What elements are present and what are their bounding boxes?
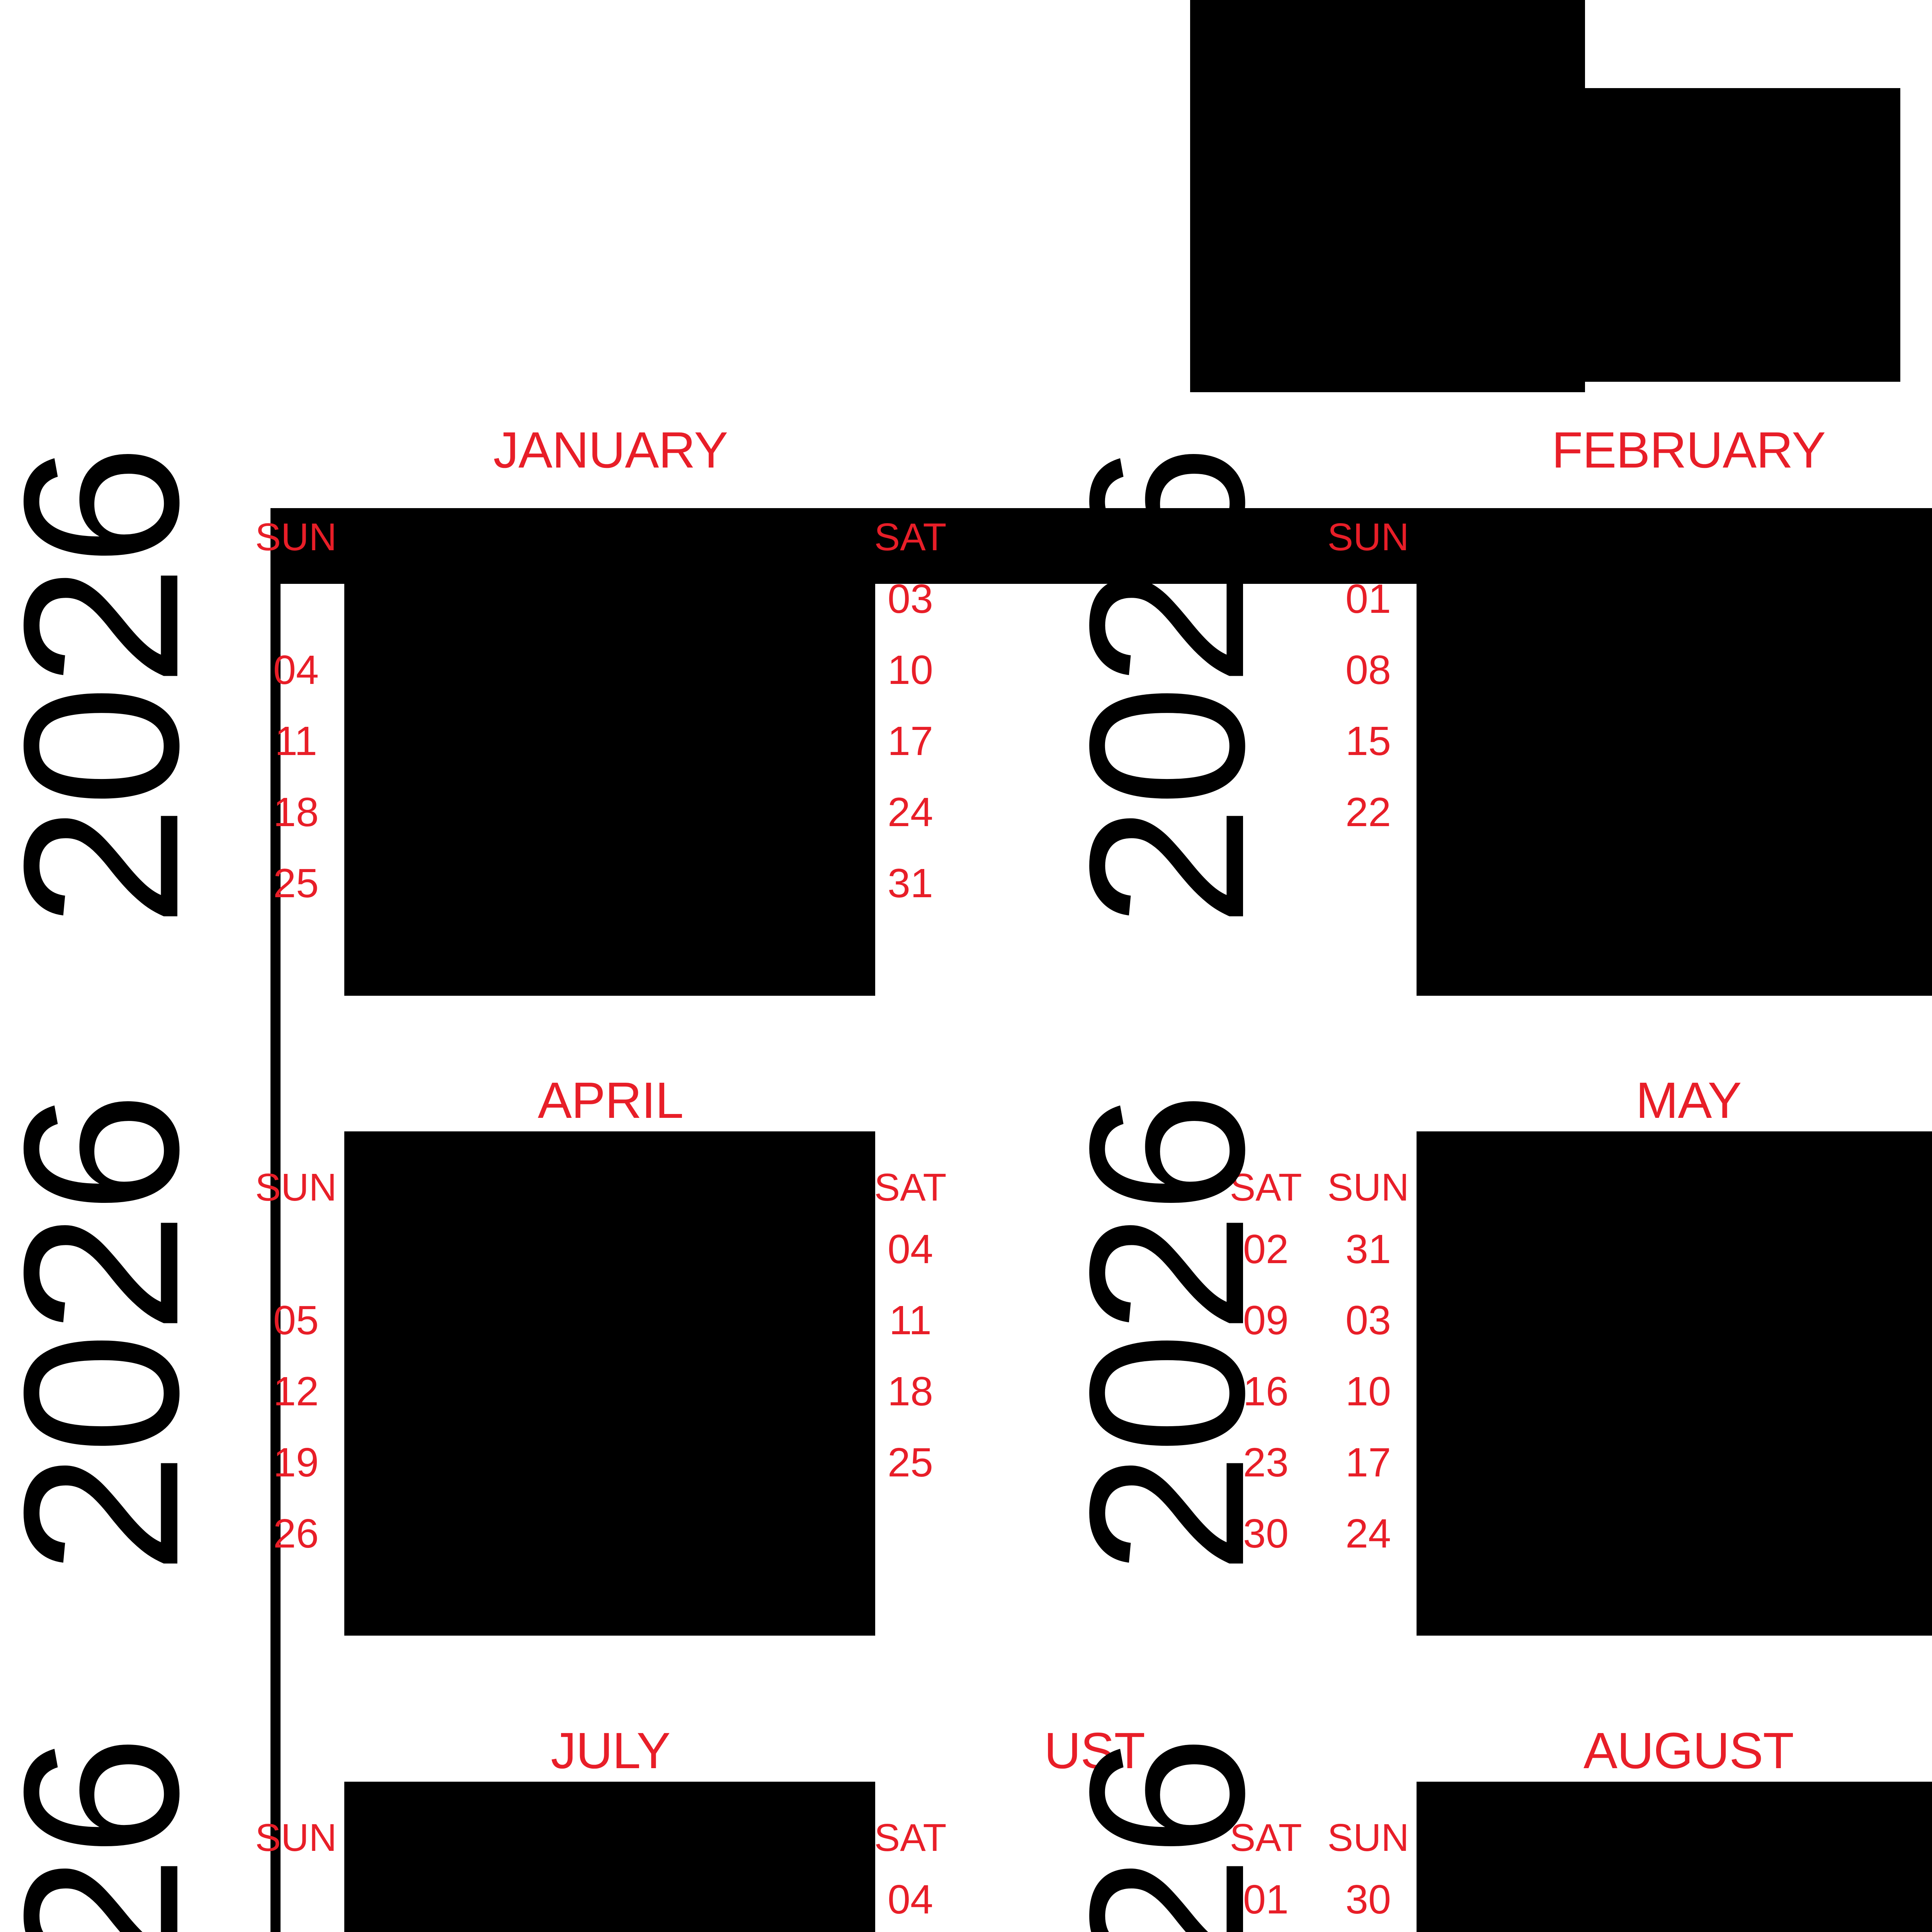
sunday-date: 26 xyxy=(273,1511,319,1556)
weekday-redaction-block xyxy=(1417,1782,1932,1932)
saturday-date: 17 xyxy=(888,718,933,764)
month-title-august: AUGUST xyxy=(1583,1722,1794,1779)
sunday-label: SUN xyxy=(1327,1166,1409,1209)
sunday-date: 05 xyxy=(273,1298,319,1343)
ghost-saturday-date: 01 xyxy=(1243,1877,1289,1922)
sunday-date: 19 xyxy=(273,1440,319,1485)
year-mark-2026: 2026 xyxy=(1044,1094,1290,1575)
saturday-label: SAT xyxy=(874,515,947,559)
saturday-date: 31 xyxy=(888,861,933,906)
saturday-label: SAT xyxy=(874,1816,947,1859)
year-mark-2026: 2026 xyxy=(0,1094,224,1575)
sunday-date: 12 xyxy=(273,1369,319,1414)
month-title-april: APRIL xyxy=(537,1072,684,1129)
top-block-small xyxy=(1584,88,1900,382)
sunday-date: 17 xyxy=(1345,1440,1391,1485)
month-title-july: JULY xyxy=(551,1722,671,1779)
saturday-label: SAT xyxy=(1925,514,1932,560)
saturday-date: 10 xyxy=(888,647,933,693)
year-mark-2026: 2026 xyxy=(0,446,224,927)
weekday-redaction-block xyxy=(344,1782,875,1932)
ghost-saturday-date: 23 xyxy=(1243,1440,1289,1485)
month-title-february: FEBRUARY xyxy=(1551,422,1826,478)
saturday-date: 24 xyxy=(888,789,933,835)
ghost-saturday-date: 16 xyxy=(1243,1369,1289,1414)
saturday-label: SAT xyxy=(1925,1815,1932,1861)
sunday-label: SUN xyxy=(1327,515,1409,559)
weekday-redaction-block xyxy=(1417,1131,1932,1636)
header-band xyxy=(270,508,1932,584)
month-title-may: MAY xyxy=(1636,1072,1742,1129)
sunday-date: 10 xyxy=(1345,1369,1391,1414)
sunday-date: 04 xyxy=(273,647,319,693)
sunday-date: 24 xyxy=(1345,1511,1391,1556)
ghost-saturday-label: SAT xyxy=(1230,1816,1302,1859)
year-mark-2026: 2026 xyxy=(1044,1723,1290,1932)
sunday-label: SUN xyxy=(1327,1816,1409,1859)
month-title-january: JANUARY xyxy=(493,422,728,478)
saturday-date: 18 xyxy=(888,1369,933,1414)
sunday-date: 18 xyxy=(273,789,319,835)
saturday-date: 11 xyxy=(889,1298,932,1343)
saturday-date: 25 xyxy=(888,1440,933,1485)
sunday-date: 03 xyxy=(1345,1298,1391,1343)
weekday-redaction-block xyxy=(1417,583,1932,996)
sunday-label: SUN xyxy=(255,515,337,559)
ghost-saturday-date: 02 xyxy=(1243,1226,1289,1272)
sunday-date: 08 xyxy=(1345,647,1391,693)
saturday-date: 04 xyxy=(888,1226,933,1272)
top-block-large xyxy=(1190,0,1585,392)
sunday-date: 31 xyxy=(1345,1226,1391,1272)
sunday-date: 11 xyxy=(274,718,318,764)
ghost-saturday-date: 09 xyxy=(1243,1298,1289,1343)
saturday-label: SAT xyxy=(1925,1164,1932,1211)
sunday-date: 15 xyxy=(1345,718,1391,764)
saturday-label: SAT xyxy=(874,1166,947,1209)
sunday-label: SUN xyxy=(255,1166,337,1209)
left-frame-line xyxy=(270,508,281,1932)
sunday-label: SUN xyxy=(255,1816,337,1859)
ghost-month-title-fragment: UST xyxy=(1044,1722,1145,1779)
saturday-date: 03 xyxy=(888,576,933,622)
weekday-redaction-block xyxy=(344,1131,875,1636)
sunday-date: 30 xyxy=(1345,1877,1391,1922)
ghost-saturday-date: 30 xyxy=(1243,1511,1289,1556)
year-mark-2026: 2026 xyxy=(1044,446,1290,927)
sunday-date: 22 xyxy=(1345,789,1391,835)
ghost-saturday-label: SAT xyxy=(1230,1166,1302,1209)
sunday-date: 25 xyxy=(273,861,319,906)
year-mark-2026: 2026 xyxy=(0,1723,224,1932)
saturday-date: 04 xyxy=(888,1877,933,1922)
weekday-redaction-block xyxy=(344,583,875,996)
sunday-date: 01 xyxy=(1345,576,1391,622)
